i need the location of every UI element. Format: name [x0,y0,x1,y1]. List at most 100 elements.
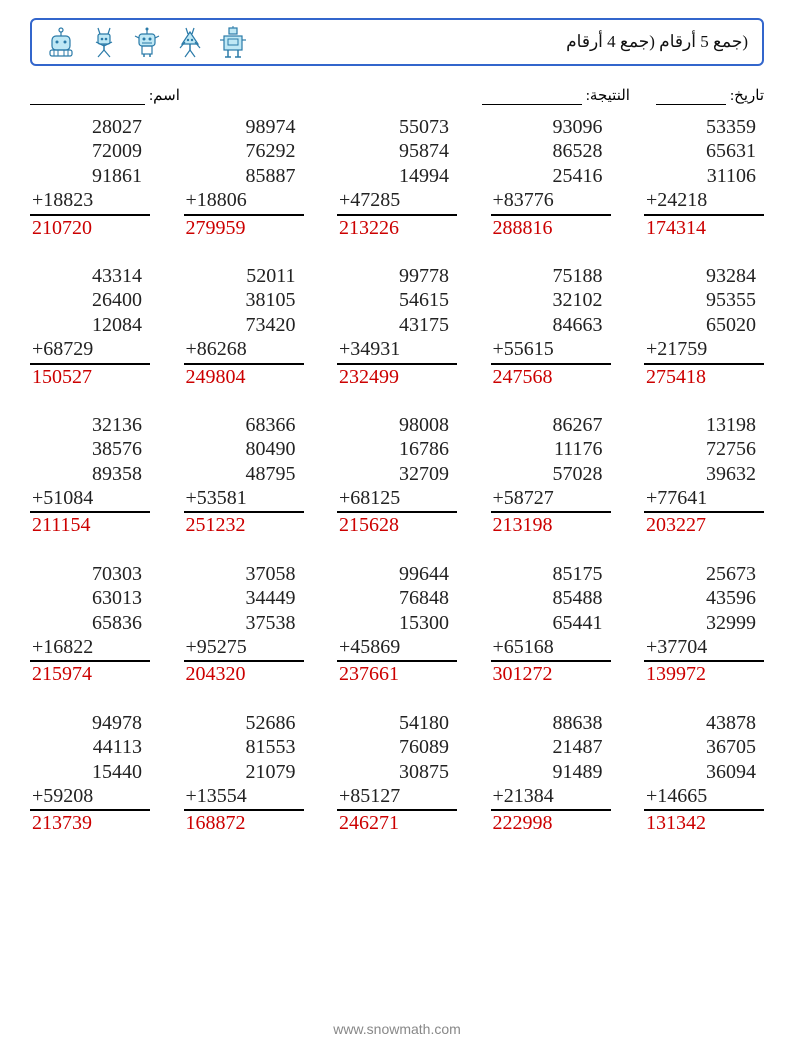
addend: 44113 [30,735,142,759]
addend: 84663 [491,313,603,337]
robot-icon [132,26,162,58]
addends: 433142640012084 [30,264,150,337]
addend: 85175 [491,562,603,586]
addend: 76292 [184,139,296,163]
last-addend: +58727 [491,486,611,513]
robot-icon [218,26,248,58]
date-blank[interactable] [656,89,726,106]
answer: 210720 [30,216,150,240]
header-box: (جمع 5 أرقام (جمع 4 أرقام [30,18,764,66]
addend: 37538 [184,611,296,635]
addends: 932849535565020 [644,264,764,337]
robot-icon [90,26,118,58]
addend: 95355 [644,288,756,312]
addend: 91489 [491,760,603,784]
robot-icons [46,26,248,58]
last-addend: +85127 [337,784,457,811]
addend: 72009 [30,139,142,163]
answer: 249804 [184,365,304,389]
addend: 32999 [644,611,756,635]
last-addend: +16822 [30,635,150,662]
last-addend: +53581 [184,486,304,513]
addend: 85488 [491,586,603,610]
addend: 38105 [184,288,296,312]
last-addend: +34931 [337,337,457,364]
addend: 21487 [491,735,603,759]
addition-problem: 433142640012084+68729150527 [30,264,150,389]
score-label: النتيجة: [586,86,630,105]
addend: 81553 [184,735,296,759]
addend: 55073 [337,115,449,139]
addend: 75188 [491,264,603,288]
addends: 989747629285887 [184,115,304,188]
meta-name: اسم: [30,86,180,105]
worksheet-title: (جمع 5 أرقام (جمع 4 أرقام [566,32,748,52]
addition-problem: 526868155321079+13554168872 [184,711,304,836]
problems-grid: 280277200991861+188232107209897476292858… [30,115,764,836]
last-addend: +86268 [184,337,304,364]
addition-problem: 438783670536094+14665131342 [644,711,764,836]
answer: 301272 [491,662,611,686]
addend: 76848 [337,586,449,610]
robot-icon [176,26,204,58]
answer: 203227 [644,513,764,537]
addition-problem: 997785461543175+34931232499 [337,264,457,389]
addition-problem: 949784411315440+59208213739 [30,711,150,836]
answer: 211154 [30,513,150,537]
addition-problem: 370583444937538+95275204320 [184,562,304,687]
addend: 98008 [337,413,449,437]
name-blank[interactable] [30,89,145,106]
addends: 886382148791489 [491,711,611,784]
addends: 370583444937538 [184,562,304,635]
answer: 246271 [337,811,457,835]
answer: 232499 [337,365,457,389]
answer: 150527 [30,365,150,389]
answer: 222998 [491,811,611,835]
addend: 36705 [644,735,756,759]
addends: 997785461543175 [337,264,457,337]
addends: 751883210284663 [491,264,611,337]
addend: 94978 [30,711,142,735]
addend: 70303 [30,562,142,586]
addend: 32709 [337,462,449,486]
answer: 215628 [337,513,457,537]
addend: 39632 [644,462,756,486]
addition-problem: 550739587414994+47285213226 [337,115,457,240]
addend: 36094 [644,760,756,784]
addend: 89358 [30,462,142,486]
addend: 43878 [644,711,756,735]
addend: 65836 [30,611,142,635]
addend: 52011 [184,264,296,288]
last-addend: +55615 [491,337,611,364]
answer: 139972 [644,662,764,686]
addends: 851758548865441 [491,562,611,635]
last-addend: +77641 [644,486,764,513]
addends: 533596563131106 [644,115,764,188]
addend: 93284 [644,264,756,288]
addend: 25673 [644,562,756,586]
addition-problem: 980081678632709+68125215628 [337,413,457,538]
addend: 13198 [644,413,756,437]
addend: 38576 [30,437,142,461]
last-addend: +37704 [644,635,764,662]
addends: 550739587414994 [337,115,457,188]
last-addend: +45869 [337,635,457,662]
addend: 57028 [491,462,603,486]
addend: 86528 [491,139,603,163]
addend: 54615 [337,288,449,312]
addends: 256734359632999 [644,562,764,635]
addends: 280277200991861 [30,115,150,188]
addends: 703036301365836 [30,562,150,635]
addend: 30875 [337,760,449,784]
meta-row: تاريخ: النتيجة: اسم: [30,86,764,105]
addend: 32102 [491,288,603,312]
addend: 85887 [184,164,296,188]
score-blank[interactable] [482,89,582,106]
addend: 65020 [644,313,756,337]
addition-problem: 541807608930875+85127246271 [337,711,457,836]
addition-problem: 930968652825416+83776288816 [491,115,611,240]
addends: 862671117657028 [491,413,611,486]
problem-row: 321363857689358+510842111546836680490487… [30,413,764,538]
problem-row: 433142640012084+687291505275201138105734… [30,264,764,389]
addition-problem: 131987275639632+77641203227 [644,413,764,538]
